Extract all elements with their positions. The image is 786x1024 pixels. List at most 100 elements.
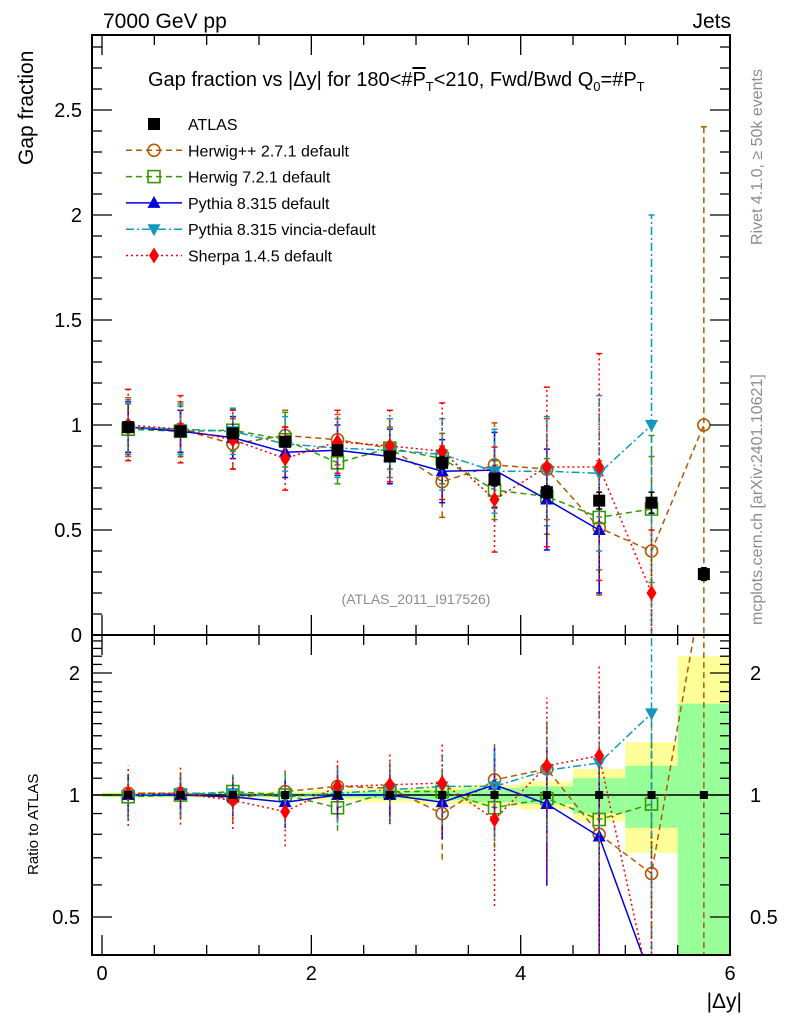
legend-item: Pythia 8.315 vincia-default [126,222,376,239]
ratio-y-tick-label-right: 1 [750,785,761,807]
x-tick-label: 2 [306,963,317,985]
legend-label: Pythia 8.315 default [188,196,330,213]
ratio-atlas-point [542,791,551,799]
ratio-series-2 [121,722,659,955]
data-point [592,757,606,770]
data-point [280,803,291,820]
series-line [128,424,705,552]
ratio-y-tick-label: 0.5 [52,907,80,929]
ratio-y-axis-label: Ratio to ATLAS [25,774,42,875]
ratio-atlas-point [699,791,708,799]
legend-label: Pythia 8.315 vincia-default [188,222,376,239]
y-tick-label: 1 [71,415,82,437]
x-tick-label: 6 [724,963,735,985]
data-point [594,459,605,475]
ratio-atlas-point [176,791,185,799]
legend-label: Herwig++ 2.7.1 default [188,143,350,160]
ratio-series-1 [121,635,705,955]
ratio-series-layer [121,635,708,1004]
data-point [646,585,657,601]
header-jets-label: Jets [692,10,731,33]
legend-item: Sherpa 1.4.5 default [126,247,333,266]
ratio-y-tick-label: 2 [69,663,80,685]
data-point [541,459,552,475]
series-line [128,424,653,594]
y-axis-label: Gap fraction [15,51,38,165]
legend-marker [147,143,161,158]
series-line [128,428,652,519]
data-point [383,450,396,463]
data-point [540,486,553,499]
data-point [488,473,501,486]
mcplots-label: mcplots.cern.ch [arXiv:2401.10621] [749,374,766,625]
data-point [593,494,606,507]
legend-marker [148,118,160,130]
ratio-atlas-point [124,791,133,799]
data-point [436,456,449,469]
ratio-y-tick-label: 1 [69,785,80,807]
data-point [384,776,395,793]
data-point [697,568,710,581]
data-point [697,418,711,432]
data-point [647,988,657,1004]
series-5 [123,352,657,635]
title-eq: =# [601,69,625,91]
main-series-layer [121,126,711,635]
data-point [594,747,605,764]
ratio-atlas-point [438,791,447,799]
x-axis-label: |Δy| [707,990,742,1013]
x-tick-label: 0 [96,963,107,985]
ratio-y-tick-label-right: 2 [750,663,761,685]
y-tick-label: 0 [71,625,82,647]
series-line [128,635,695,875]
ratio-atlas-point [595,791,604,799]
y-tick-label: 1.5 [54,310,82,332]
data-point [645,973,658,985]
data-point [488,466,502,479]
data-point [489,491,500,508]
legend-marker [147,169,161,184]
data-point [645,708,659,721]
x-tick-label: 4 [515,963,526,985]
y-tick-label: 2.5 [54,100,82,122]
series-line [128,426,600,531]
legend-marker [147,224,161,237]
ratio-atlas-point [281,791,290,799]
series-0 [122,421,710,582]
ratio-y-tick-label-right: 0.5 [750,907,778,929]
rivet-label: Rivet 4.1.0, ≥ 50k events [749,69,766,245]
analysis-watermark: (ATLAS_2011_I917526) [342,591,491,607]
legend-item: Herwig 7.2.1 default [126,170,331,187]
y-tick-label: 2 [71,205,82,227]
y-tick-label: 0.5 [54,520,82,542]
title-sub1: T [426,79,434,94]
legend-label: Herwig 7.2.1 default [188,170,331,187]
data-point [384,438,395,454]
ratio-atlas-point [490,791,499,799]
data-point [437,775,448,792]
title-mid: <210, Fwd/Bwd Q [434,69,594,91]
data-point [437,443,448,460]
data-point [488,781,502,794]
axes-layer: 0 0.5 1 1.5 2 2.5 0.5 0.5 1 1 2 2 0 2 4 6 [52,34,778,985]
legend-label: Sherpa 1.4.5 default [188,249,333,266]
ratio-atlas-point [385,791,394,799]
data-point [332,778,343,795]
legend-item: ATLAS [148,117,238,134]
ratio-atlas-point [228,791,237,799]
title-sub0: 0 [593,79,600,94]
title-p1: P [412,69,425,91]
title-p2: P [623,69,636,91]
legend-marker [147,195,161,208]
data-point [280,450,291,467]
data-point [645,496,658,509]
data-point [541,757,552,774]
series-3 [121,401,606,594]
data-point [331,444,344,457]
ratio-atlas-point [333,791,342,799]
legend: ATLAS Herwig++ 2.7.1 default Herwig 7.2.1 … [126,117,376,266]
svg-text:Gap fraction vs |Δy| for 180<#: Gap fraction vs |Δy| for 180<#PT<210, Fw… [148,69,645,94]
data-point [645,420,659,432]
ratio-atlas-point [647,791,656,799]
